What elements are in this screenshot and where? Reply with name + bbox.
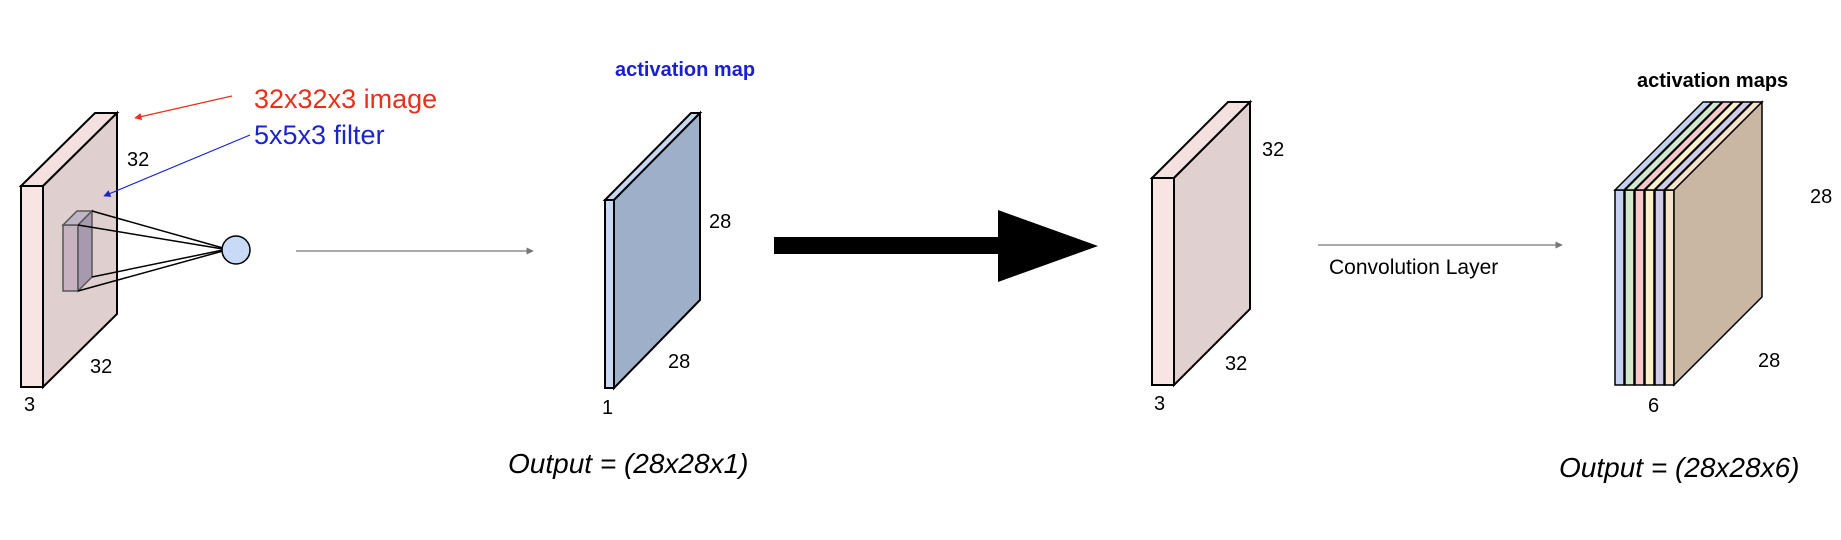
big-arrow-shaft [774, 237, 1001, 254]
second-input-depth-label: 3 [1154, 393, 1165, 415]
second-input-face [1173, 99, 1251, 388]
filter-box [61, 209, 94, 293]
activation-maps-title: activation maps [1637, 70, 1788, 92]
filter-annotation-label: 5x5x3 filter [254, 120, 385, 150]
big-arrow-head [998, 210, 1098, 282]
filter-face [77, 209, 93, 293]
convolution-layer-label: Convolution Layer [1329, 256, 1498, 279]
stack-output-text: Output = (28x28x6) [1559, 452, 1799, 483]
second-input-width-label: 32 [1225, 353, 1247, 375]
activation-maps-width-label: 28 [1758, 350, 1780, 372]
activation-map-layer-side [1614, 189, 1625, 386]
connection-line [77, 250, 224, 292]
activation-map-face [613, 110, 701, 391]
activation-map-width-label: 28 [668, 351, 690, 373]
activation-map-layer-side [1654, 189, 1665, 386]
activation-maps-depth-label: 6 [1648, 395, 1659, 417]
filter-annotation-arrow [103, 134, 251, 197]
input-height-label: 32 [127, 149, 149, 171]
single-output-text: Output = (28x28x1) [508, 448, 748, 479]
activation-map-layer-side [1664, 189, 1675, 386]
activation-map-layer-side [1624, 189, 1635, 386]
input-depth-label: 3 [24, 394, 35, 416]
output-neuron [221, 235, 251, 265]
big-arrow-icon [774, 210, 1098, 282]
filter-connections [77, 210, 224, 292]
activation-maps-stack [1613, 100, 1764, 387]
connection-line [91, 210, 224, 249]
activation-map [602, 110, 703, 391]
input-volume-side [20, 185, 44, 388]
activation-maps-height-label: 28 [1810, 186, 1832, 208]
activation-map-side [604, 199, 615, 389]
activation-map-title: activation map [615, 59, 755, 81]
activation-map-layer-side [1644, 189, 1655, 386]
second-input-side [1151, 177, 1175, 386]
filter-side [62, 224, 79, 292]
image-annotation-label: 32x32x3 image [254, 84, 437, 114]
second-input-volume [1149, 99, 1253, 388]
activation-map-front-face [1673, 100, 1763, 387]
image-annotation-arrow [134, 95, 233, 121]
activation-map-height-label: 28 [709, 211, 731, 233]
connection-line [77, 224, 224, 250]
input-width-label: 32 [90, 356, 112, 378]
connection-line [91, 249, 224, 278]
activation-map-layer-side [1634, 189, 1645, 386]
second-input-height-label: 32 [1262, 139, 1284, 161]
activation-map-depth-label: 1 [602, 397, 613, 419]
